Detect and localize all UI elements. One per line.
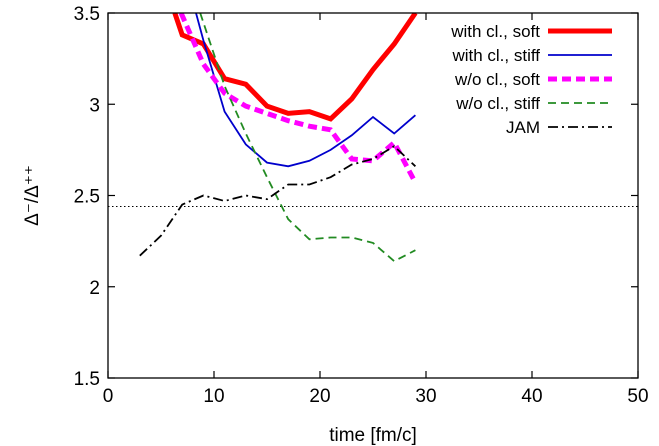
x-tick-label: 40 — [521, 386, 542, 407]
y-tick-label: 2.5 — [74, 187, 100, 208]
series-group — [139, 13, 418, 263]
legend-label-w-o-cl-soft: w/o cl., soft — [454, 70, 540, 89]
y-axis-title: Δ⁻/Δ⁺⁺ — [22, 165, 43, 226]
x-tick-label: 20 — [309, 386, 330, 407]
plot-area — [108, 13, 638, 263]
series-line-w-o-cl-stiff — [199, 13, 416, 263]
legend-label-jam: JAM — [506, 118, 540, 137]
series-line-with-cl-stiff — [195, 13, 416, 168]
x-tick-label: 0 — [103, 386, 114, 407]
x-tick-label: 30 — [415, 386, 436, 407]
x-tick-label: 10 — [203, 386, 224, 407]
series-line-with-cl-soft — [172, 13, 418, 122]
legend-label-with-cl-stiff: with cl., stiff — [451, 46, 540, 65]
axes: 0 10 20 30 40 50 1.5 2 2.5 3 3.5 time [fm/c] Δ⁻/Δ⁺⁺ — [22, 4, 649, 446]
x-tick-label: 50 — [627, 386, 648, 407]
x-axis-title: time [fm/c] — [329, 425, 417, 446]
y-tick-label: 3 — [89, 95, 100, 116]
y-tick-label: 3.5 — [74, 4, 100, 25]
legend: with cl., soft with cl., stiff w/o cl., so… — [450, 22, 612, 137]
y-tick-label: 1.5 — [74, 369, 100, 390]
y-tick-label: 2 — [89, 278, 100, 299]
legend-label-with-cl-soft: with cl., soft — [450, 22, 540, 41]
series-line-w-o-cl-soft — [178, 13, 418, 184]
legend-label-w-o-cl-stiff: w/o cl., stiff — [455, 94, 540, 113]
series-line-jam — [139, 145, 417, 257]
